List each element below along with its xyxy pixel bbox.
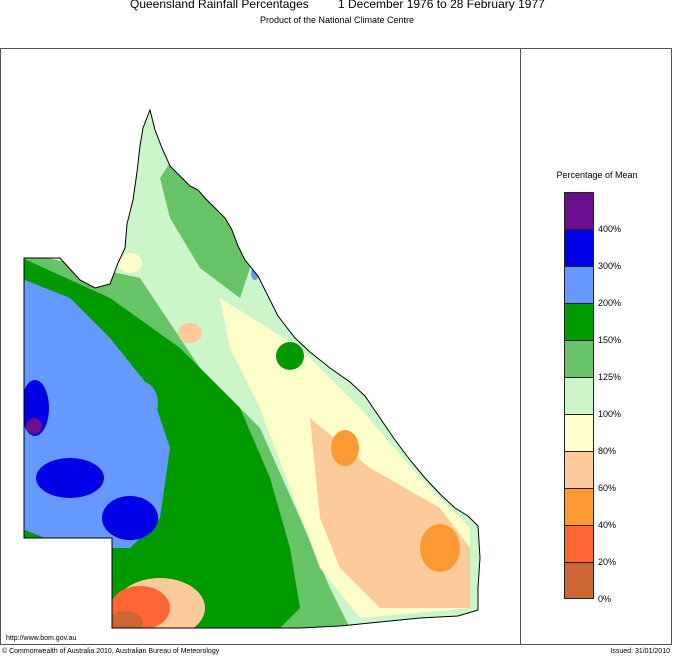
legend-label: 40% bbox=[598, 520, 617, 530]
legend-swatch bbox=[564, 377, 594, 414]
legend-swatch bbox=[564, 525, 594, 562]
issued-date: Issued: 31/01/2010 bbox=[610, 648, 670, 655]
legend-label: 100% bbox=[598, 409, 622, 419]
legend-divider bbox=[520, 48, 521, 645]
legend-title: Percentage of Mean bbox=[556, 170, 638, 180]
legend-label: 150% bbox=[598, 335, 622, 345]
map-frame bbox=[0, 48, 672, 645]
legend-swatch bbox=[564, 192, 594, 229]
legend-label: 20% bbox=[598, 557, 617, 567]
legend-label: 400% bbox=[598, 224, 622, 234]
title-row: Queensland Rainfall Percentages 1 Decemb… bbox=[0, 0, 674, 14]
legend-bar bbox=[564, 192, 594, 599]
map-area bbox=[0, 48, 520, 645]
legend-label: 300% bbox=[598, 261, 622, 271]
legend-label: 0% bbox=[598, 594, 612, 604]
legend-label: 60% bbox=[598, 483, 617, 493]
legend-swatch bbox=[564, 488, 594, 525]
queensland-map bbox=[23, 108, 481, 629]
legend-label: 200% bbox=[598, 298, 622, 308]
legend-swatch bbox=[564, 414, 594, 451]
legend-swatch bbox=[564, 229, 594, 266]
legend-swatch bbox=[564, 340, 594, 377]
map-subtitle: Product of the National Climate Centre bbox=[259, 15, 415, 25]
map-period: 1 December 1976 to 28 February 1977 bbox=[338, 0, 545, 11]
legend-swatch bbox=[564, 451, 594, 488]
legend-label: 80% bbox=[598, 446, 617, 456]
source-url[interactable]: http://www.bom.gov.au bbox=[6, 635, 77, 642]
map-title: Queensland Rainfall Percentages bbox=[130, 0, 309, 11]
legend-label: 125% bbox=[598, 372, 622, 382]
copyright-text: © Commonwealth of Australia 2010, Austra… bbox=[2, 648, 220, 655]
rainfall-shading bbox=[24, 110, 480, 628]
state-boundary bbox=[23, 108, 481, 629]
legend-swatch bbox=[564, 266, 594, 303]
legend-swatch bbox=[564, 303, 594, 340]
legend-swatch bbox=[564, 562, 594, 599]
